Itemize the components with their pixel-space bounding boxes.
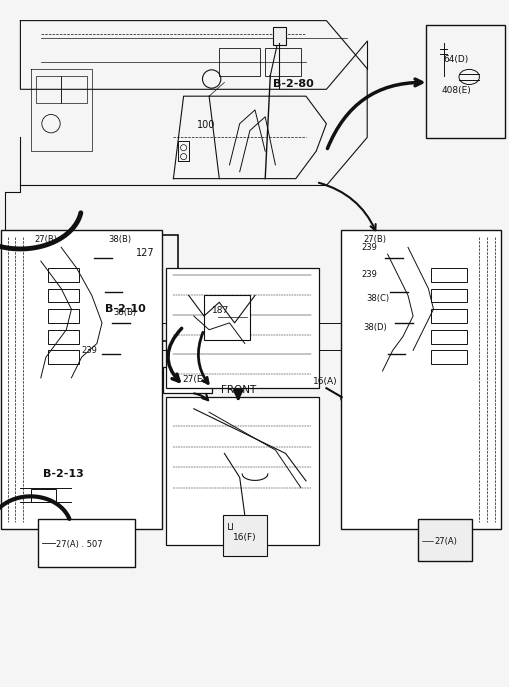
Bar (1, 230, 161, 529)
Bar (430, 350, 466, 364)
Text: 38(B): 38(B) (113, 308, 136, 317)
Text: B-2-13: B-2-13 (43, 469, 84, 479)
Text: 38(B): 38(B) (108, 234, 131, 244)
Bar (84, 264, 140, 299)
Bar (48, 268, 79, 282)
Bar (430, 289, 466, 302)
FancyArrowPatch shape (327, 79, 421, 148)
FancyArrowPatch shape (167, 328, 181, 381)
FancyArrowPatch shape (318, 183, 375, 230)
Text: 187: 187 (211, 306, 229, 315)
Text: 27(E): 27(E) (182, 375, 207, 385)
Bar (48, 309, 79, 323)
Text: 38(C): 38(C) (365, 294, 388, 304)
Bar (140, 269, 160, 293)
Text: B-2-80: B-2-80 (272, 79, 313, 89)
Bar (38, 519, 135, 567)
Bar (272, 27, 285, 45)
Text: 100: 100 (197, 120, 215, 130)
Text: 127: 127 (136, 248, 154, 258)
Bar (219, 48, 260, 76)
Bar (223, 515, 266, 556)
Bar (48, 289, 79, 302)
Bar (340, 230, 500, 529)
Bar (417, 519, 471, 561)
Text: 239: 239 (81, 346, 97, 355)
Bar (48, 330, 79, 344)
FancyArrowPatch shape (198, 333, 208, 383)
Text: 16(F): 16(F) (233, 532, 256, 542)
Text: 239: 239 (361, 243, 377, 252)
Bar (165, 268, 318, 388)
Bar (265, 48, 300, 76)
Bar (204, 295, 249, 340)
Bar (430, 330, 466, 344)
Text: 64(D): 64(D) (443, 54, 468, 64)
Bar (425, 25, 504, 138)
Text: 27(A) . 507: 27(A) . 507 (55, 539, 102, 549)
Bar (430, 268, 466, 282)
Text: 27(A): 27(A) (434, 537, 457, 546)
Bar (48, 350, 79, 364)
Bar (430, 309, 466, 323)
Text: FRONT: FRONT (220, 385, 256, 395)
Text: 27(B): 27(B) (34, 234, 58, 244)
Bar (165, 397, 318, 545)
Bar (31, 489, 56, 502)
Bar (163, 367, 211, 393)
Text: 408(E): 408(E) (441, 86, 470, 95)
Ellipse shape (340, 395, 345, 402)
FancyArrowPatch shape (193, 394, 208, 401)
Bar (46, 235, 178, 341)
Text: 38(D): 38(D) (362, 322, 386, 332)
Text: B-2-10: B-2-10 (104, 304, 145, 314)
Bar (61, 76, 87, 103)
Text: 16(A): 16(A) (313, 376, 337, 386)
Text: 27(B): 27(B) (362, 234, 386, 244)
Text: 239: 239 (361, 270, 377, 280)
Bar (36, 76, 61, 103)
